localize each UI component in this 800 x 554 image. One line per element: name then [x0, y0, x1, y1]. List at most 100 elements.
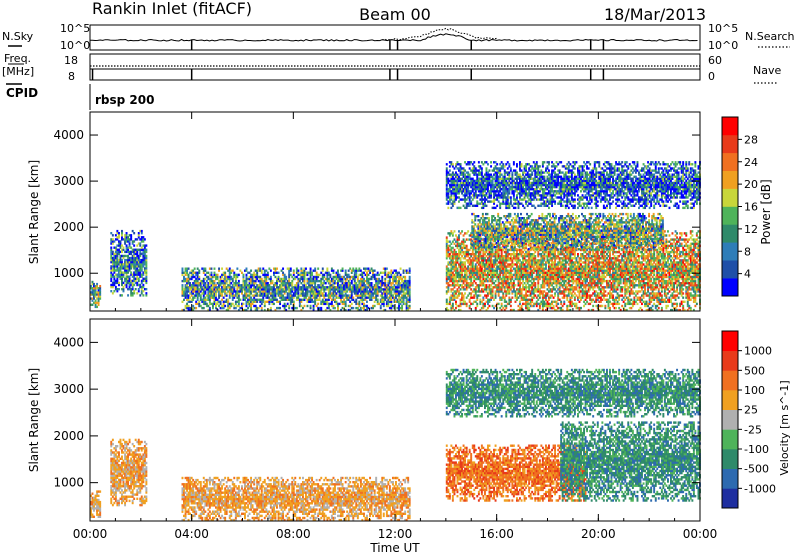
range-gate-cell — [373, 273, 376, 277]
range-gate-cell — [561, 265, 564, 268]
range-gate-cell — [122, 256, 125, 260]
range-gate-cell — [482, 271, 485, 274]
range-gate-cell — [494, 290, 497, 293]
range-gate-cell — [136, 258, 139, 262]
range-gate-cell — [496, 236, 499, 239]
range-gate-cell — [381, 292, 384, 295]
range-gate-cell — [573, 253, 576, 256]
range-gate-cell — [566, 308, 569, 312]
range-gate-cell — [572, 275, 575, 279]
range-gate-cell — [497, 244, 500, 248]
range-gate-cell — [557, 238, 560, 241]
range-gate-cell — [205, 288, 208, 291]
range-gate-cell — [309, 269, 312, 272]
range-gate-cell — [119, 294, 122, 297]
range-gate-cell — [396, 292, 399, 295]
range-gate-cell — [532, 284, 535, 287]
range-gate-cell — [534, 282, 537, 285]
range-gate-cell — [546, 253, 549, 256]
range-gate-cell — [395, 286, 397, 289]
range-gate-cell — [493, 269, 496, 272]
range-gate-cell — [263, 286, 266, 289]
range-gate-cell — [564, 271, 567, 274]
range-gate-cell — [488, 298, 491, 301]
range-gate-cell — [282, 298, 285, 301]
range-gate-cell — [311, 279, 314, 283]
range-gate-cell — [506, 302, 509, 306]
range-gate-cell — [195, 277, 198, 281]
range-gate-cell — [526, 282, 529, 285]
range-gate-cell — [532, 244, 535, 248]
range-gate-cell — [268, 288, 271, 291]
range-gate-cell — [321, 288, 324, 291]
range-gate-cell — [239, 306, 242, 310]
range-gate-cell — [205, 284, 208, 287]
range-gate-cell — [335, 273, 338, 277]
range-gate-cell — [458, 234, 460, 237]
range-gate-cell — [541, 234, 544, 237]
range-gate-cell — [405, 304, 408, 308]
range-gate-cell — [580, 298, 582, 301]
range-gate-cell — [578, 275, 581, 279]
range-gate-cell — [337, 304, 339, 308]
range-gate-cell — [570, 271, 573, 274]
range-gate-cell — [190, 284, 193, 287]
range-gate-cell — [482, 277, 485, 281]
range-gate-cell — [490, 263, 493, 266]
range-gate-cell — [560, 242, 563, 245]
range-gate-cell — [116, 236, 119, 239]
range-gate-cell — [269, 306, 272, 310]
range-gate-cell — [352, 284, 355, 287]
range-gate-cell — [364, 273, 367, 277]
range-gate-cell — [401, 290, 404, 293]
range-gate-cell — [254, 308, 257, 312]
range-gate-cell — [184, 273, 187, 277]
range-gate-cell — [479, 277, 482, 281]
range-gate-cell — [335, 271, 338, 274]
range-gate-cell — [99, 293, 102, 296]
range-gate-cell — [186, 290, 189, 293]
range-gate-cell — [470, 302, 473, 306]
range-gate-cell — [450, 242, 453, 245]
range-gate-cell — [271, 294, 274, 297]
range-gate-cell — [385, 275, 388, 279]
range-gate-cell — [90, 291, 92, 294]
range-gate-cell — [297, 294, 300, 297]
range-gate-cell — [535, 288, 538, 291]
range-gate-cell — [372, 286, 375, 289]
range-gate-cell — [558, 253, 561, 256]
range-gate-cell — [292, 273, 295, 277]
range-gate-cell — [500, 290, 503, 293]
range-gate-cell — [402, 286, 405, 289]
range-gate-cell — [262, 298, 265, 301]
range-gate-cell — [121, 283, 123, 287]
range-gate-cell — [210, 267, 213, 270]
range-gate-cell — [580, 306, 582, 310]
range-gate-cell — [205, 275, 208, 279]
range-gate-cell — [564, 244, 567, 248]
range-gate-cell — [118, 252, 120, 256]
range-gate-cell — [583, 304, 586, 308]
range-gate-cell — [528, 255, 531, 258]
range-gate-cell — [271, 288, 274, 291]
range-gate-cell — [118, 240, 120, 243]
range-gate-cell — [245, 267, 248, 270]
range-gate-cell — [121, 275, 123, 278]
range-gate-cell — [465, 250, 468, 254]
range-gate-cell — [111, 281, 114, 285]
range-gate-cell — [210, 279, 213, 283]
range-gate-cell — [233, 306, 236, 310]
range-gate-cell — [260, 308, 263, 312]
range-gate-cell — [302, 277, 304, 281]
cpid-program: rbsp 200 — [95, 93, 154, 107]
range-gate-cell — [516, 277, 518, 281]
range-gate-cell — [566, 277, 569, 281]
range-gate-cell — [239, 286, 242, 289]
range-gate-cell — [186, 302, 189, 306]
range-gate-cell — [552, 253, 555, 256]
range-gate-cell — [140, 252, 143, 256]
range-gate-cell — [464, 277, 467, 281]
range-gate-cell — [473, 267, 476, 270]
range-gate-cell — [137, 236, 140, 239]
range-gate-cell — [234, 273, 237, 277]
